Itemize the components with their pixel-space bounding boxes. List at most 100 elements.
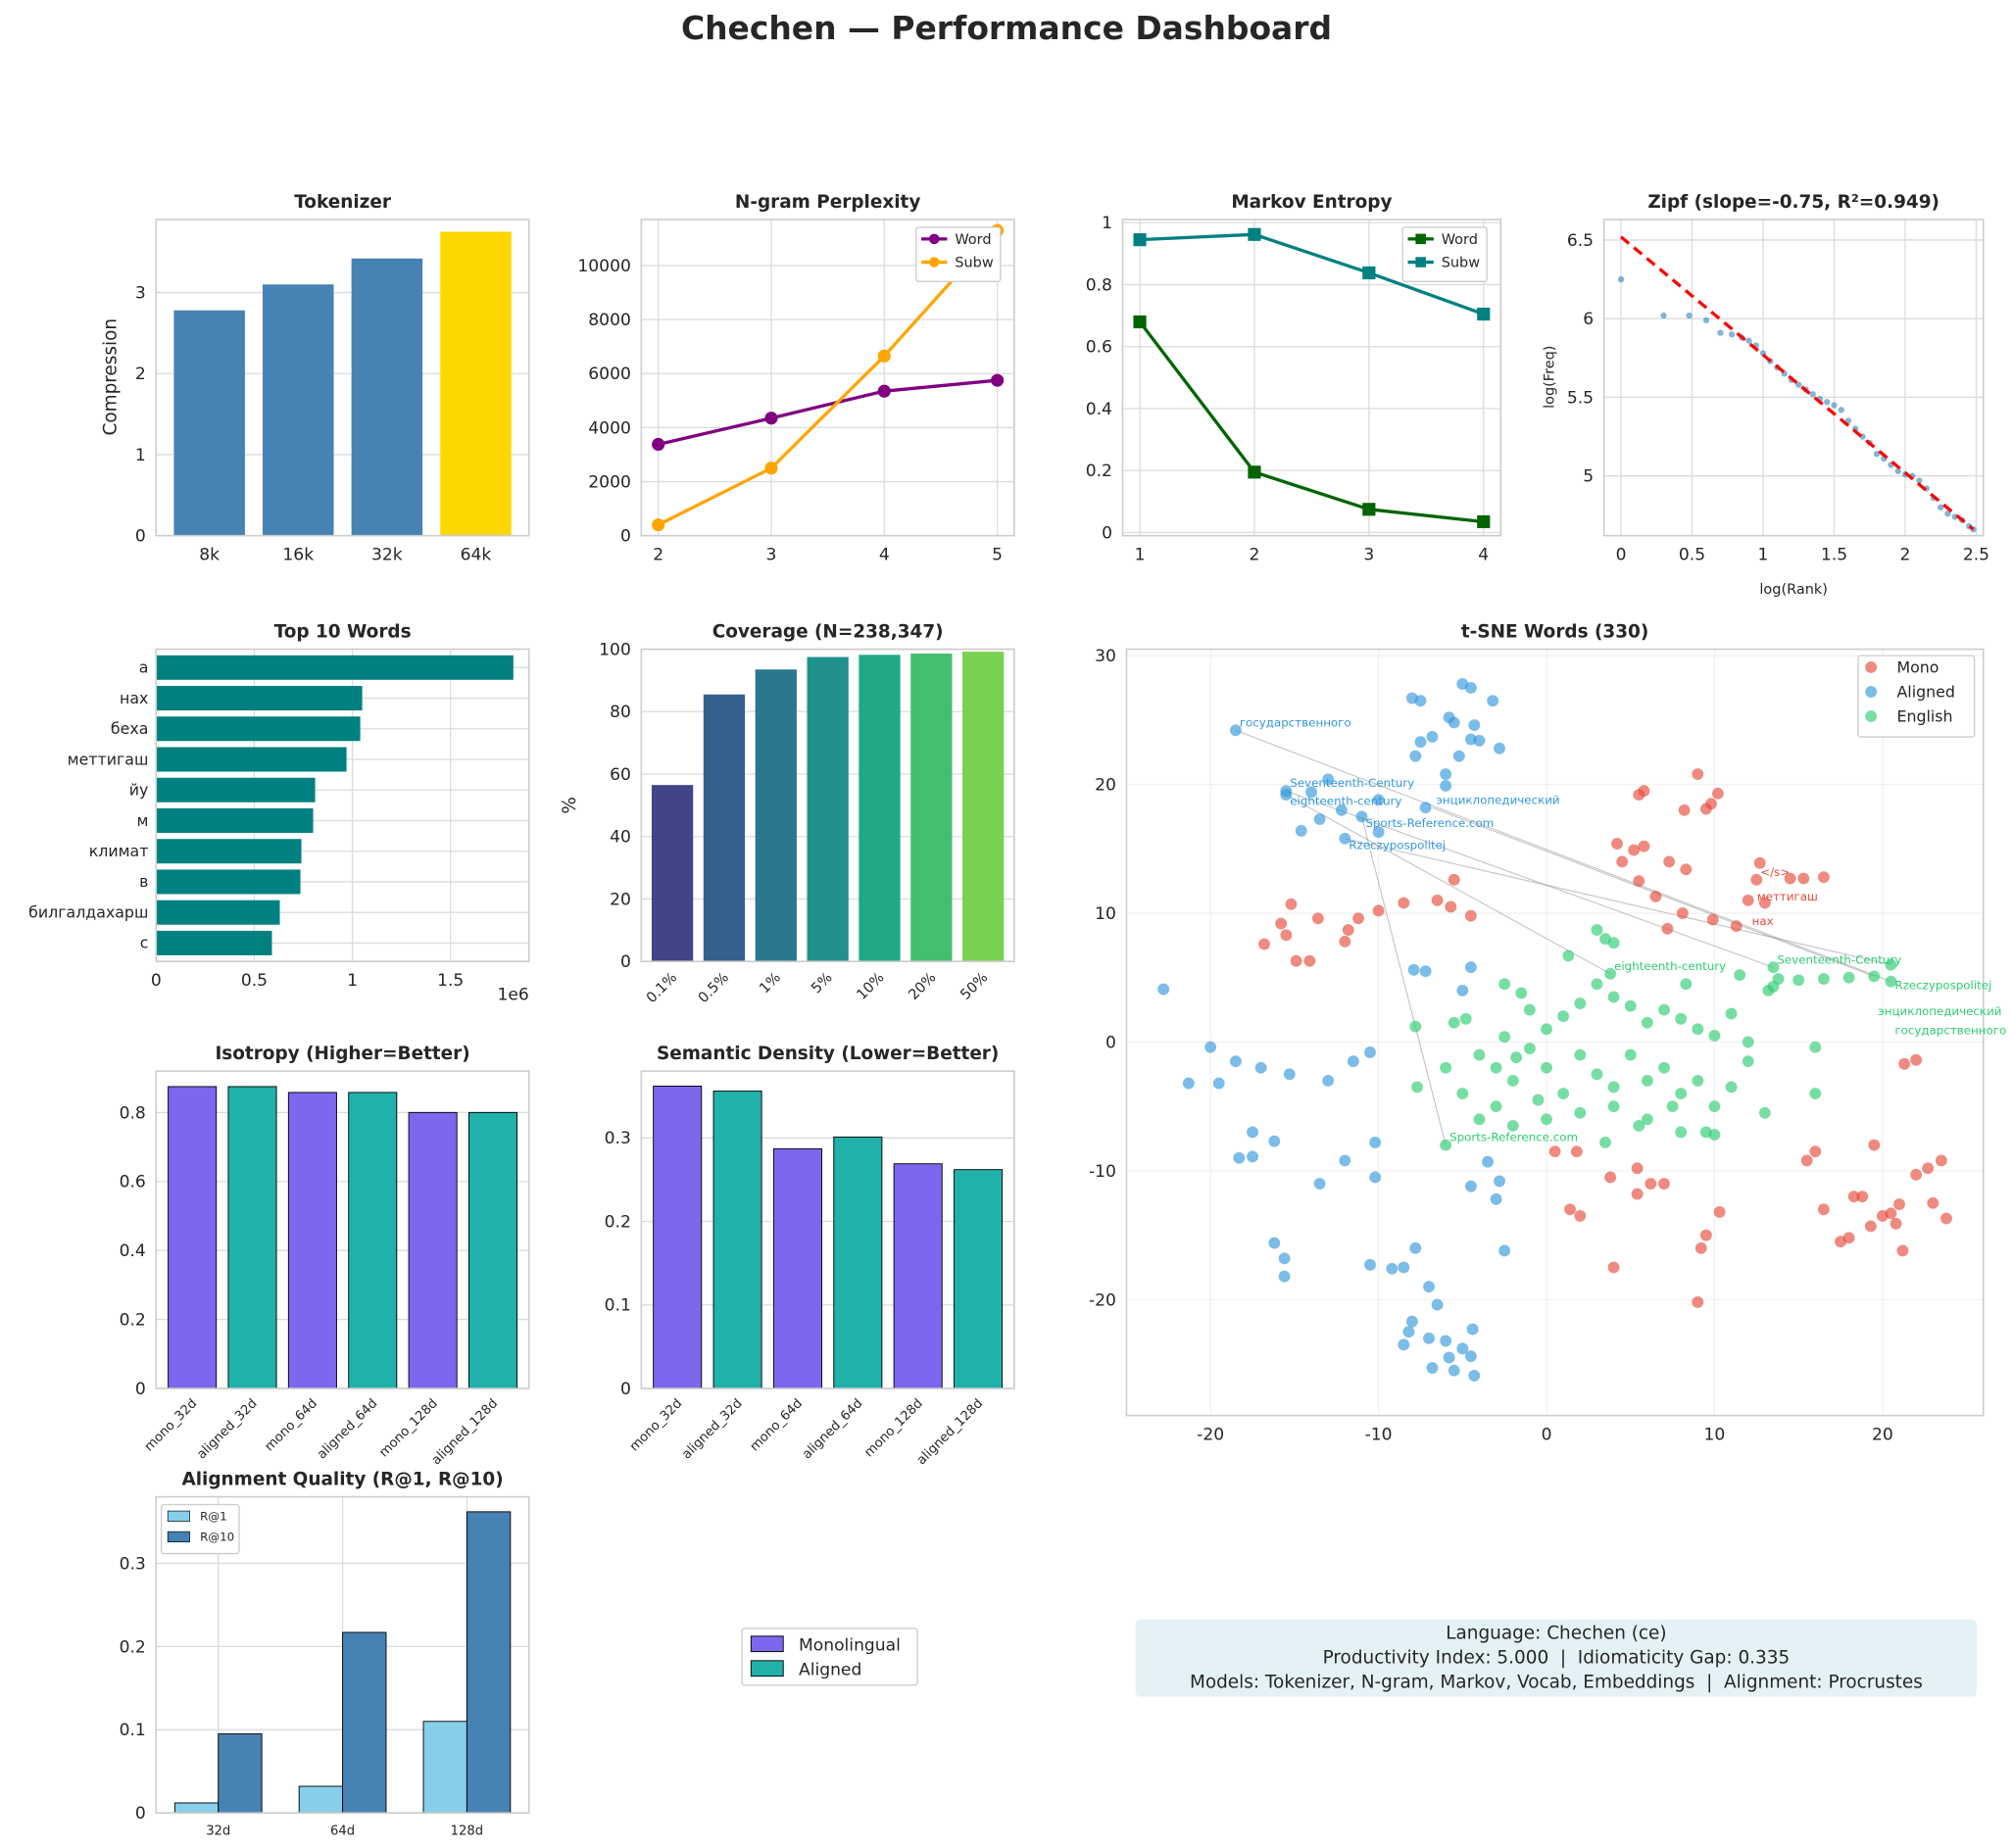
tsne-point-english xyxy=(1842,971,1855,984)
tsne-point-aligned xyxy=(1295,824,1307,837)
x-tick-label: 1 xyxy=(1135,546,1146,565)
tsne-point-mono xyxy=(1750,873,1763,886)
x-tick-label: 50% xyxy=(957,970,991,1003)
y-tick-label: -20 xyxy=(1089,1290,1116,1310)
y-tick-label: 0.2 xyxy=(120,1637,146,1657)
tsne-point-english xyxy=(1725,1081,1738,1094)
tsne-point-aligned xyxy=(1452,750,1465,762)
tokenizer-chart: 0 1 2 3 Tokenizer 8k 16k 32k 64k Compression xyxy=(101,192,530,565)
legend-label: English xyxy=(1897,707,1953,726)
tsne-point-aligned xyxy=(1398,1338,1410,1351)
tsne-point-mono xyxy=(1680,863,1693,876)
tsne-point-aligned xyxy=(1335,803,1348,816)
tsne-point-aligned xyxy=(1268,1237,1281,1249)
bar-coverage xyxy=(755,669,797,962)
tsne-point-aligned xyxy=(1229,1055,1242,1068)
y-tick-label: 0.8 xyxy=(1086,275,1112,295)
bar-mono_32d xyxy=(168,1086,218,1389)
alignment-link xyxy=(1286,790,1774,968)
tsne-point-aligned xyxy=(1464,1350,1477,1363)
x-tick-label: 0 xyxy=(1616,546,1627,565)
tsne-word-label: Sports-Reference.com xyxy=(1449,1131,1578,1144)
tsne-point-mono xyxy=(1694,1241,1707,1254)
x-tick-label: 20 xyxy=(1872,1426,1893,1445)
legend-marker xyxy=(1865,710,1878,722)
tsne-point-mono xyxy=(1922,1162,1935,1175)
markov-title: Markov Entropy xyxy=(1231,192,1392,213)
tsne-point-aligned xyxy=(1322,1074,1335,1087)
tsne-point-mono xyxy=(1910,1053,1923,1066)
tsne-point-aligned xyxy=(1443,1351,1455,1364)
bar-aligned_32d xyxy=(712,1091,762,1389)
tsne-point-english xyxy=(1473,1113,1486,1126)
tsne-point-english xyxy=(1692,1074,1704,1087)
tsne-point-mono xyxy=(1607,1261,1620,1274)
tsne-point-english xyxy=(1591,978,1603,991)
tsne-point-english xyxy=(1641,1113,1653,1126)
bar-mono_128d xyxy=(408,1111,458,1389)
tsne-point-english xyxy=(1675,1012,1688,1025)
x-tick-label: mono_64d xyxy=(263,1396,320,1454)
bar-coverage xyxy=(651,785,694,962)
tsne-point-mono xyxy=(1890,1217,1902,1230)
tsne-point-mono xyxy=(1280,929,1293,942)
x-tick-label: 3 xyxy=(1363,546,1374,565)
tsne-point-mono xyxy=(1663,855,1676,868)
tsne-point-aligned xyxy=(1280,789,1293,802)
tsne-point-english xyxy=(1506,1074,1519,1087)
tsne-point-aligned xyxy=(1473,734,1486,747)
tsne-point-english xyxy=(1557,1088,1570,1099)
tsne-point-aligned xyxy=(1448,716,1460,729)
tsne-point-aligned xyxy=(1339,832,1351,845)
tsne-point-english xyxy=(1809,1088,1822,1099)
y-tick-label: нах xyxy=(120,689,148,707)
x-tick-label: 1% xyxy=(757,970,784,997)
tsne-point-mono xyxy=(1896,1244,1909,1257)
point-subw xyxy=(1477,307,1491,321)
point-word xyxy=(652,437,665,452)
bar-64k xyxy=(440,231,512,536)
tsne-point-mono xyxy=(1303,954,1316,967)
zipf-point xyxy=(1916,477,1923,484)
tsne-point-aligned xyxy=(1419,965,1432,978)
bar-word xyxy=(156,839,302,864)
zipf-point xyxy=(1831,402,1838,409)
x-tick-label: 32k xyxy=(371,546,403,565)
tsne-point-mono xyxy=(1692,1296,1704,1308)
tsne-point-aligned xyxy=(1204,1041,1217,1053)
alignment-link xyxy=(1286,794,1611,975)
y-tick-label: 1 xyxy=(1102,214,1112,233)
bar-32k xyxy=(351,258,423,536)
tsne-point-english xyxy=(1591,924,1603,937)
zipf-point xyxy=(1938,504,1944,511)
tsne-point-mono xyxy=(1817,1203,1830,1216)
bar-mono_64d xyxy=(287,1092,337,1389)
tsne-point-english xyxy=(1448,1016,1460,1029)
tsne-point-english xyxy=(1817,973,1830,985)
tsne-point-aligned xyxy=(1440,768,1452,780)
tsne-point-mono xyxy=(1342,924,1354,937)
markov-chart: 0 0.2 0.4 0.6 0.8 1 1 2 3 4 Markov Entropy Word Subw xyxy=(1086,180,1502,565)
tsne-point-aligned xyxy=(1468,719,1481,732)
tsne-point-mono xyxy=(1692,768,1704,780)
tsne-point-aligned xyxy=(1229,724,1242,737)
tsne-point-aligned xyxy=(1409,1241,1422,1254)
y-tick-label: 6.5 xyxy=(1567,231,1594,251)
tsne-point-mono xyxy=(1842,1232,1855,1244)
tsne-point-english xyxy=(1725,1007,1738,1020)
zipf-point xyxy=(1702,316,1710,323)
y-tick-label: 0 xyxy=(620,1380,631,1399)
y-tick-label: 0 xyxy=(135,527,146,547)
tsne-point-mono xyxy=(1898,1057,1911,1070)
tsne-point-english xyxy=(1473,1048,1486,1061)
tsne-point-mono xyxy=(1638,785,1650,798)
x-tick-label: 3 xyxy=(766,546,777,565)
axes-frame xyxy=(640,219,1015,537)
legend-label: Subw xyxy=(955,256,994,271)
tsne-point-mono xyxy=(1678,803,1691,816)
axes-frame xyxy=(1602,219,1985,537)
tsne-point-english xyxy=(1506,1119,1519,1132)
zipf-point xyxy=(1745,337,1752,344)
tsne-point-english xyxy=(1885,975,1897,988)
x-tick-label: 2 xyxy=(1249,546,1259,565)
